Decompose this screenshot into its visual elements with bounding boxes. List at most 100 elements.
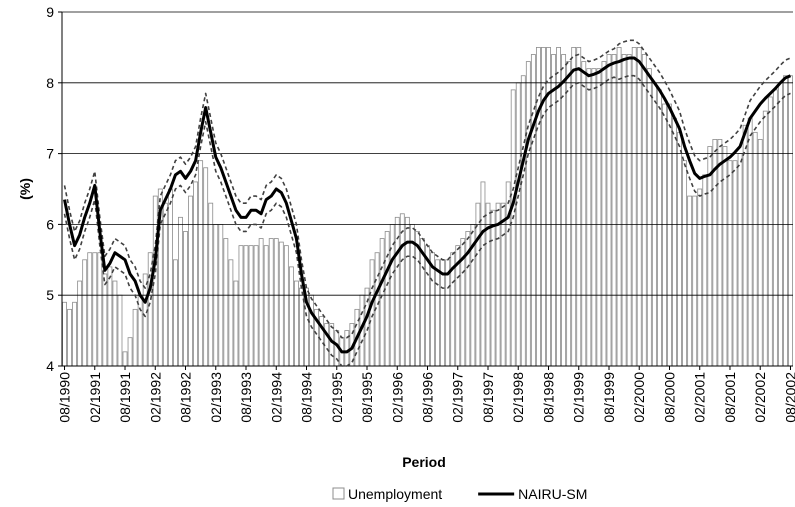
- bar: [727, 160, 733, 367]
- bar: [702, 174, 708, 367]
- bar: [556, 47, 561, 367]
- bar: [288, 266, 294, 367]
- bar: [92, 252, 98, 367]
- bar: [672, 117, 677, 367]
- x-tick-label: 02/1996: [389, 372, 405, 423]
- bar: [667, 103, 672, 367]
- bar: [329, 323, 335, 367]
- x-tick-label: 02/2002: [752, 372, 768, 423]
- legend-label: NAIRU-SM: [518, 486, 587, 502]
- bar: [394, 216, 400, 367]
- x-tick-label: 08/2002: [782, 372, 795, 423]
- bar: [561, 54, 567, 367]
- bar: [420, 238, 425, 367]
- bar: [682, 160, 688, 367]
- bar: [641, 54, 647, 367]
- bar: [253, 245, 259, 367]
- bar: [525, 61, 531, 367]
- x-axis-title: Period: [402, 454, 446, 470]
- bar: [697, 188, 703, 367]
- bar: [77, 280, 83, 367]
- bar: [203, 167, 209, 367]
- bar: [631, 47, 637, 367]
- x-tick-label: 02/1998: [510, 372, 526, 423]
- bar: [384, 231, 390, 367]
- x-tick-label: 08/2000: [661, 372, 677, 423]
- bar: [404, 216, 410, 367]
- line: [63, 56, 792, 354]
- bar: [616, 47, 622, 367]
- bar: [591, 68, 597, 367]
- y-tick-label: 9: [46, 4, 54, 20]
- bar: [208, 202, 214, 367]
- bar: [107, 266, 113, 367]
- bar: [752, 131, 758, 367]
- bar: [551, 54, 556, 367]
- x-tick-label: 08/1999: [601, 372, 617, 423]
- bar: [399, 213, 405, 367]
- bar: [415, 231, 420, 367]
- bar: [435, 259, 440, 367]
- bar: [601, 61, 607, 367]
- bar: [500, 202, 506, 367]
- bar: [102, 273, 108, 367]
- bar: [445, 259, 451, 367]
- x-tick-label: 02/1993: [208, 372, 224, 423]
- x-tick-label: 08/1992: [178, 372, 194, 423]
- x-tick-label: 08/1997: [480, 372, 496, 423]
- bar: [717, 139, 723, 367]
- bar: [72, 301, 78, 367]
- bar: [576, 47, 582, 367]
- bar: [167, 188, 173, 367]
- x-tick-label: 02/1995: [329, 372, 345, 423]
- bar: [97, 252, 103, 367]
- bar: [757, 139, 763, 367]
- y-tick-label: 8: [46, 75, 54, 91]
- bar: [662, 103, 667, 367]
- bar: [283, 245, 289, 367]
- bar: [747, 117, 753, 367]
- bar: [520, 75, 526, 367]
- y-tick-label: 6: [46, 216, 54, 232]
- bar: [273, 238, 279, 367]
- bar: [294, 280, 299, 367]
- bar: [626, 54, 632, 367]
- bar: [152, 195, 158, 367]
- bar: [127, 337, 133, 367]
- bar: [309, 294, 314, 367]
- y-tick-label: 7: [46, 146, 54, 162]
- bar: [646, 68, 652, 367]
- bar: [742, 124, 748, 367]
- x-tick-label: 02/1992: [147, 372, 163, 423]
- y-axis-title: (%): [17, 178, 33, 200]
- bar: [188, 195, 193, 367]
- bar: [581, 61, 587, 367]
- x-tick-label: 08/1993: [238, 372, 254, 423]
- bar: [258, 238, 264, 367]
- bar: [687, 195, 693, 367]
- x-tick-label: 02/1999: [571, 372, 587, 423]
- bar: [430, 252, 435, 367]
- bar: [621, 54, 627, 367]
- bar: [137, 294, 143, 367]
- bar: [440, 259, 446, 367]
- bar: [611, 54, 617, 367]
- x-tick-label: 08/1998: [540, 372, 556, 423]
- bar: [82, 259, 88, 367]
- bar: [228, 259, 234, 367]
- x-tick-label: 08/1995: [359, 372, 375, 423]
- bar: [117, 294, 123, 367]
- bar: [788, 75, 793, 367]
- bar: [223, 238, 229, 367]
- bar: [596, 68, 602, 367]
- band-line: [63, 39, 791, 339]
- bar: [369, 259, 375, 367]
- bar: [248, 245, 254, 367]
- bar: [193, 181, 199, 367]
- bar: [767, 96, 773, 367]
- bar: [571, 47, 577, 367]
- bar: [278, 241, 284, 367]
- bar: [737, 153, 743, 367]
- bar: [783, 75, 788, 367]
